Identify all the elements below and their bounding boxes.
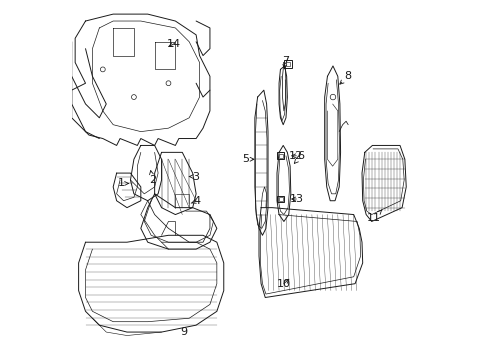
Text: 14: 14 <box>166 39 181 49</box>
Text: 10: 10 <box>276 279 290 289</box>
Text: 3: 3 <box>189 172 199 181</box>
Text: 5: 5 <box>242 154 253 164</box>
Text: 7: 7 <box>281 56 288 69</box>
Bar <box>285 62 289 66</box>
Text: 12: 12 <box>289 151 303 161</box>
Text: 11: 11 <box>366 210 381 223</box>
Text: 2: 2 <box>149 171 156 185</box>
Bar <box>278 154 282 158</box>
Text: 6: 6 <box>294 151 304 163</box>
Text: 13: 13 <box>289 194 303 204</box>
Text: 9: 9 <box>180 327 187 337</box>
Text: 4: 4 <box>191 196 201 206</box>
Bar <box>277 195 284 202</box>
Bar <box>284 60 291 68</box>
Text: 1: 1 <box>118 179 128 188</box>
Bar <box>278 197 282 201</box>
Bar <box>277 152 284 159</box>
Text: 8: 8 <box>339 71 351 84</box>
